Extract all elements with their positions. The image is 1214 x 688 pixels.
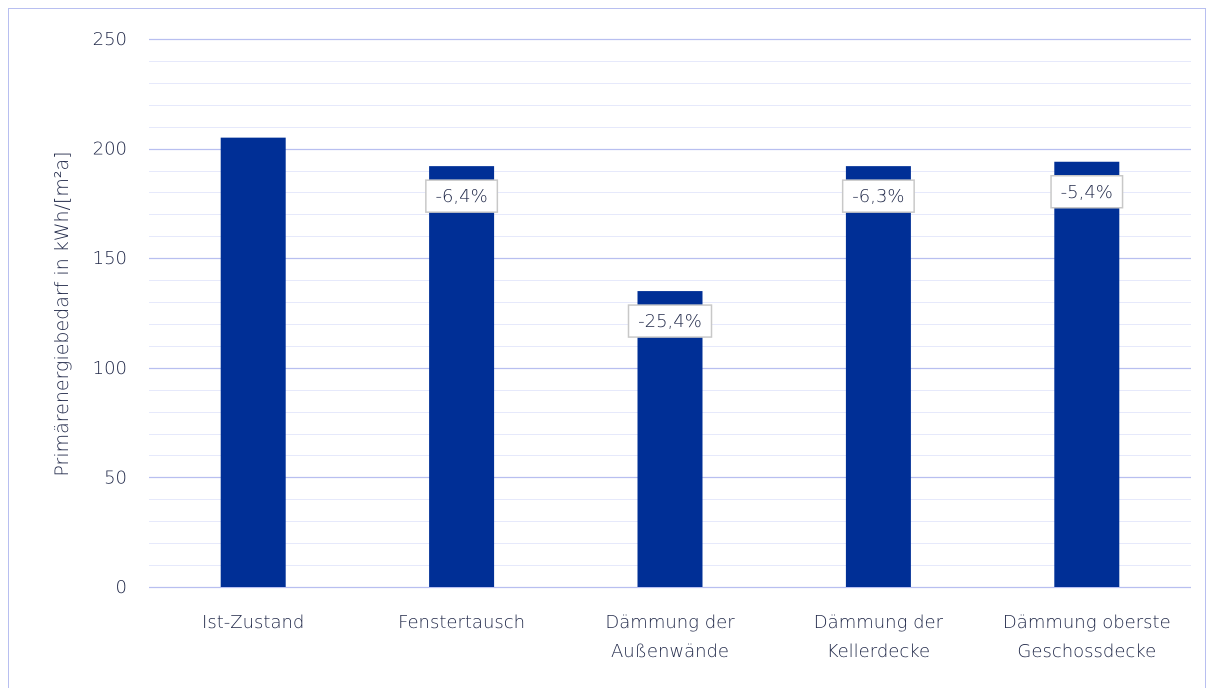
- x-category-label: Dämmung oberste: [1003, 612, 1171, 633]
- x-category-label: Ist-Zustand: [202, 612, 304, 633]
- data-label: -6,4%: [425, 179, 499, 213]
- bar: [845, 166, 911, 588]
- x-category-label: Dämmung der: [605, 612, 735, 633]
- y-tick-label: 250: [93, 29, 127, 50]
- x-category-label: Geschossdecke: [1017, 641, 1156, 662]
- x-category-label: Fenstertausch: [398, 612, 525, 633]
- data-label: -5,4%: [1050, 175, 1124, 209]
- x-category-label: Außenwände: [611, 641, 729, 662]
- data-labels: -6,4% -25,4% -6,3% -5,4%: [425, 175, 1124, 338]
- x-category-label: Dämmung der: [814, 612, 944, 633]
- data-label-text: -25,4%: [638, 311, 702, 332]
- y-tick-label: 0: [116, 577, 127, 598]
- bar: [637, 291, 703, 587]
- data-label-box: [1050, 175, 1124, 209]
- y-tick-label: 150: [93, 248, 127, 269]
- x-axis-categories: Ist-Zustand Fenstertausch Dämmung der Außen…: [202, 612, 1171, 662]
- y-tick-label: 200: [93, 139, 127, 160]
- data-label-text: -6,3%: [852, 186, 904, 207]
- data-label-box: [425, 179, 499, 213]
- y-tick-label: 50: [104, 467, 127, 488]
- x-category-label: Kellerdecke: [827, 641, 930, 662]
- bars: [220, 137, 1120, 588]
- data-label: -6,3%: [841, 179, 915, 213]
- y-axis-ticks: 0 50 100 150 200 250: [93, 29, 127, 598]
- bar-chart: 0 50 100 150 200 250 -6,4% -25,4% -6,3% -5,4% Is…: [51, 29, 1191, 662]
- data-label-box: [841, 179, 915, 213]
- y-axis-title: Primärenergiebedarf in kWh/[m²a]: [51, 151, 73, 476]
- data-label: -25,4%: [627, 304, 713, 338]
- bar: [1054, 161, 1120, 587]
- data-label-text: -5,4%: [1061, 182, 1113, 203]
- data-label-box: [627, 304, 713, 338]
- y-tick-label: 100: [93, 358, 127, 379]
- chart-frame: [8, 8, 1206, 688]
- data-label-text: -6,4%: [435, 186, 487, 207]
- bar: [220, 137, 286, 587]
- bar: [429, 166, 495, 588]
